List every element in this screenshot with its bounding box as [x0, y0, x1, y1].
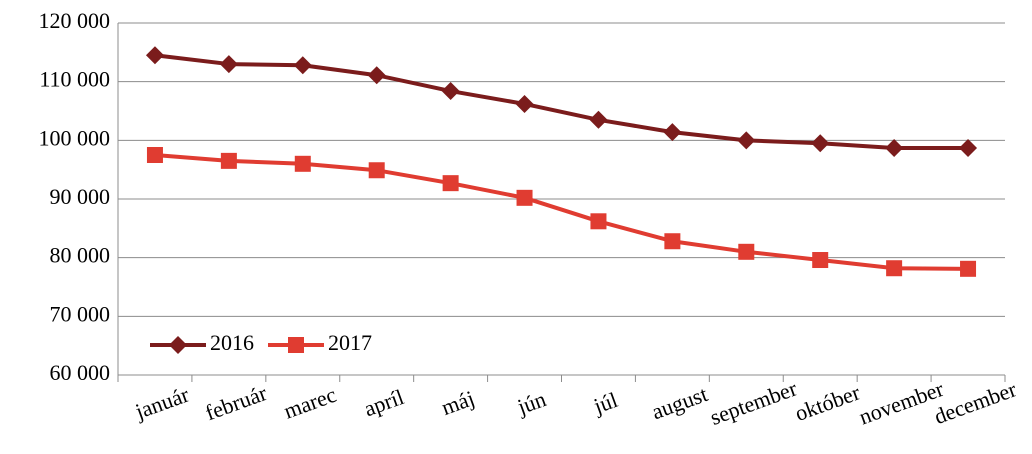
x-tick-label: júl — [589, 387, 620, 419]
marker — [442, 175, 459, 192]
marker — [737, 131, 756, 150]
marker — [886, 260, 903, 277]
marker — [219, 55, 238, 74]
y-tick-label: 110 000 — [39, 67, 110, 92]
marker — [960, 260, 977, 277]
marker — [368, 162, 385, 179]
y-tick-label: 100 000 — [39, 125, 111, 150]
y-tick-label: 120 000 — [39, 8, 111, 33]
marker — [589, 110, 608, 129]
marker — [738, 243, 755, 260]
legend-label: 2017 — [328, 330, 372, 355]
x-tick-label: jún — [513, 386, 549, 419]
x-tick-label: október — [792, 379, 864, 426]
legend-label: 2016 — [210, 330, 254, 355]
marker — [885, 138, 904, 157]
marker — [146, 147, 163, 163]
marker — [288, 337, 304, 353]
marker — [220, 152, 237, 169]
marker — [441, 82, 460, 101]
marker — [516, 189, 533, 206]
x-tick-label: september — [707, 375, 801, 430]
x-tick-label: február — [202, 380, 271, 425]
x-tick-label: január — [131, 381, 193, 424]
x-tick-label: marec — [280, 382, 339, 424]
series-line — [154, 53, 969, 150]
marker — [145, 46, 164, 65]
y-tick-label: 60 000 — [50, 360, 111, 385]
marker — [590, 213, 607, 230]
y-tick-label: 80 000 — [50, 243, 111, 268]
x-tick-label: apríl — [361, 384, 407, 421]
y-tick-label: 90 000 — [50, 184, 111, 209]
series-line — [154, 153, 969, 271]
marker — [664, 233, 681, 250]
marker — [293, 56, 312, 75]
x-tick-label: august — [648, 381, 711, 424]
marker — [812, 252, 829, 269]
x-tick-label: december — [931, 376, 1021, 429]
x-tick-label: november — [856, 376, 948, 430]
marker — [169, 336, 187, 354]
marker — [663, 123, 682, 142]
marker — [367, 66, 386, 85]
x-tick-label: máj — [438, 385, 478, 420]
marker — [515, 94, 534, 113]
marker — [959, 138, 978, 157]
marker — [811, 134, 830, 153]
marker — [294, 155, 311, 172]
y-tick-label: 70 000 — [50, 301, 111, 326]
